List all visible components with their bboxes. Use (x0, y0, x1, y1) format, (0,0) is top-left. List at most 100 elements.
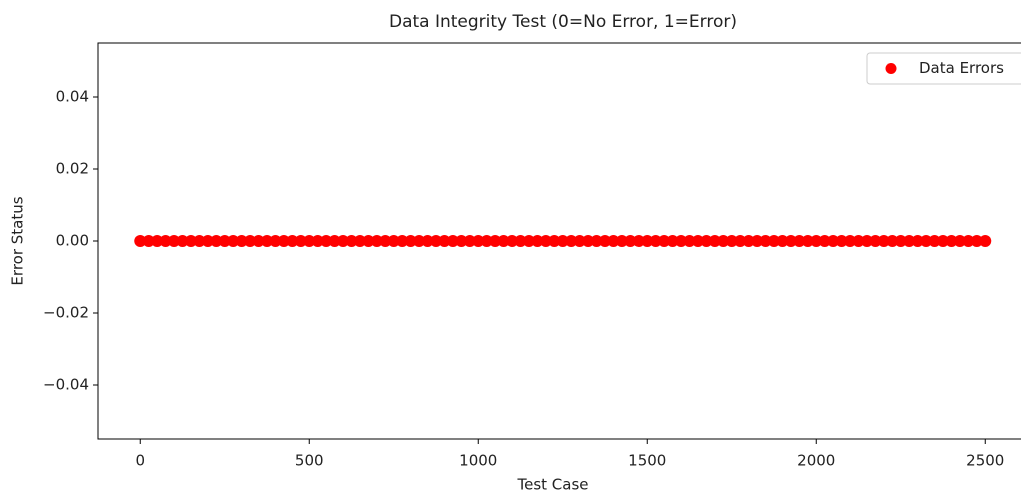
data-point (337, 235, 350, 247)
data-point (345, 235, 358, 247)
data-point (396, 235, 409, 247)
data-point (827, 235, 840, 247)
data-point (903, 235, 916, 247)
data-point (252, 235, 265, 247)
data-point (201, 235, 214, 247)
data-point (446, 235, 459, 247)
data-point (565, 235, 578, 247)
data-point (607, 235, 620, 247)
data-point (658, 235, 671, 247)
data-point (210, 235, 223, 247)
data-point (624, 235, 637, 247)
legend-box (866, 52, 1021, 85)
data-point (666, 235, 679, 247)
axes-frame (97, 42, 1021, 440)
data-point (480, 235, 493, 247)
data-point (641, 235, 654, 247)
data-point (683, 235, 696, 247)
x-tick-label: 2000 (797, 452, 835, 470)
data-point (548, 235, 561, 247)
data-point (294, 235, 307, 247)
data-point (920, 235, 933, 247)
data-point (497, 235, 510, 247)
data-point (700, 235, 713, 247)
data-point (768, 235, 780, 247)
data-point (277, 235, 290, 247)
data-point (489, 235, 502, 247)
data-point (421, 235, 434, 247)
data-point (675, 235, 688, 247)
data-point (860, 235, 873, 247)
data-point (303, 235, 316, 247)
data-point (599, 235, 611, 247)
data-point (717, 235, 730, 247)
data-point (176, 235, 189, 247)
data-point (531, 235, 544, 247)
data-point (886, 235, 899, 247)
data-point (244, 235, 257, 247)
data-point (970, 235, 983, 247)
data-point (835, 235, 848, 247)
data-point (590, 235, 603, 247)
data-point (877, 235, 890, 247)
data-point (522, 235, 535, 247)
y-tick-label: 0.00 (56, 232, 89, 250)
data-point (759, 235, 772, 247)
data-point (784, 235, 797, 247)
data-point (311, 235, 324, 247)
data-point (894, 235, 907, 247)
data-point (261, 235, 273, 247)
x-tick-label: 1000 (459, 452, 497, 470)
chart-title: Data Integrity Test (0=No Error, 1=Error… (389, 12, 737, 32)
data-point (928, 235, 941, 247)
data-point (142, 235, 155, 247)
data-point (539, 235, 552, 247)
data-point (379, 235, 392, 247)
data-point (362, 235, 375, 247)
data-point (328, 235, 341, 247)
data-point (218, 235, 231, 247)
y-axis-label: Error Status (9, 196, 27, 285)
data-point (844, 235, 857, 247)
data-point (430, 235, 442, 247)
data-point (979, 235, 992, 247)
data-point (269, 235, 282, 247)
legend-label: Data Errors (919, 59, 1004, 77)
x-tick-label: 2500 (966, 452, 1004, 470)
data-point (869, 235, 882, 247)
data-point (742, 235, 755, 247)
data-point (455, 235, 468, 247)
data-point (582, 235, 595, 247)
data-point (708, 235, 721, 247)
data-point (184, 235, 197, 247)
data-point (937, 235, 949, 247)
y-tick-label: −0.04 (43, 376, 89, 394)
data-point (227, 235, 240, 247)
data-point (286, 235, 299, 247)
data-point (801, 235, 814, 247)
data-point (514, 235, 527, 247)
legend-marker (885, 63, 897, 74)
x-tick-label: 1500 (628, 452, 666, 470)
data-point (632, 235, 645, 247)
data-point (945, 235, 958, 247)
data-point (134, 235, 147, 247)
data-point (193, 235, 206, 247)
data-point (353, 235, 366, 247)
x-tick-label: 500 (295, 452, 324, 470)
data-point (751, 235, 764, 247)
data-point (573, 235, 586, 247)
data-point (734, 235, 747, 247)
data-point (615, 235, 628, 247)
data-point (725, 235, 738, 247)
data-point (911, 235, 924, 247)
data-point (810, 235, 823, 247)
data-point (168, 235, 181, 247)
data-point (413, 235, 426, 247)
data-point (506, 235, 519, 247)
data-point (235, 235, 248, 247)
y-tick-label: 0.04 (56, 88, 89, 106)
data-point (370, 235, 383, 247)
y-tick-label: 0.02 (56, 160, 89, 178)
